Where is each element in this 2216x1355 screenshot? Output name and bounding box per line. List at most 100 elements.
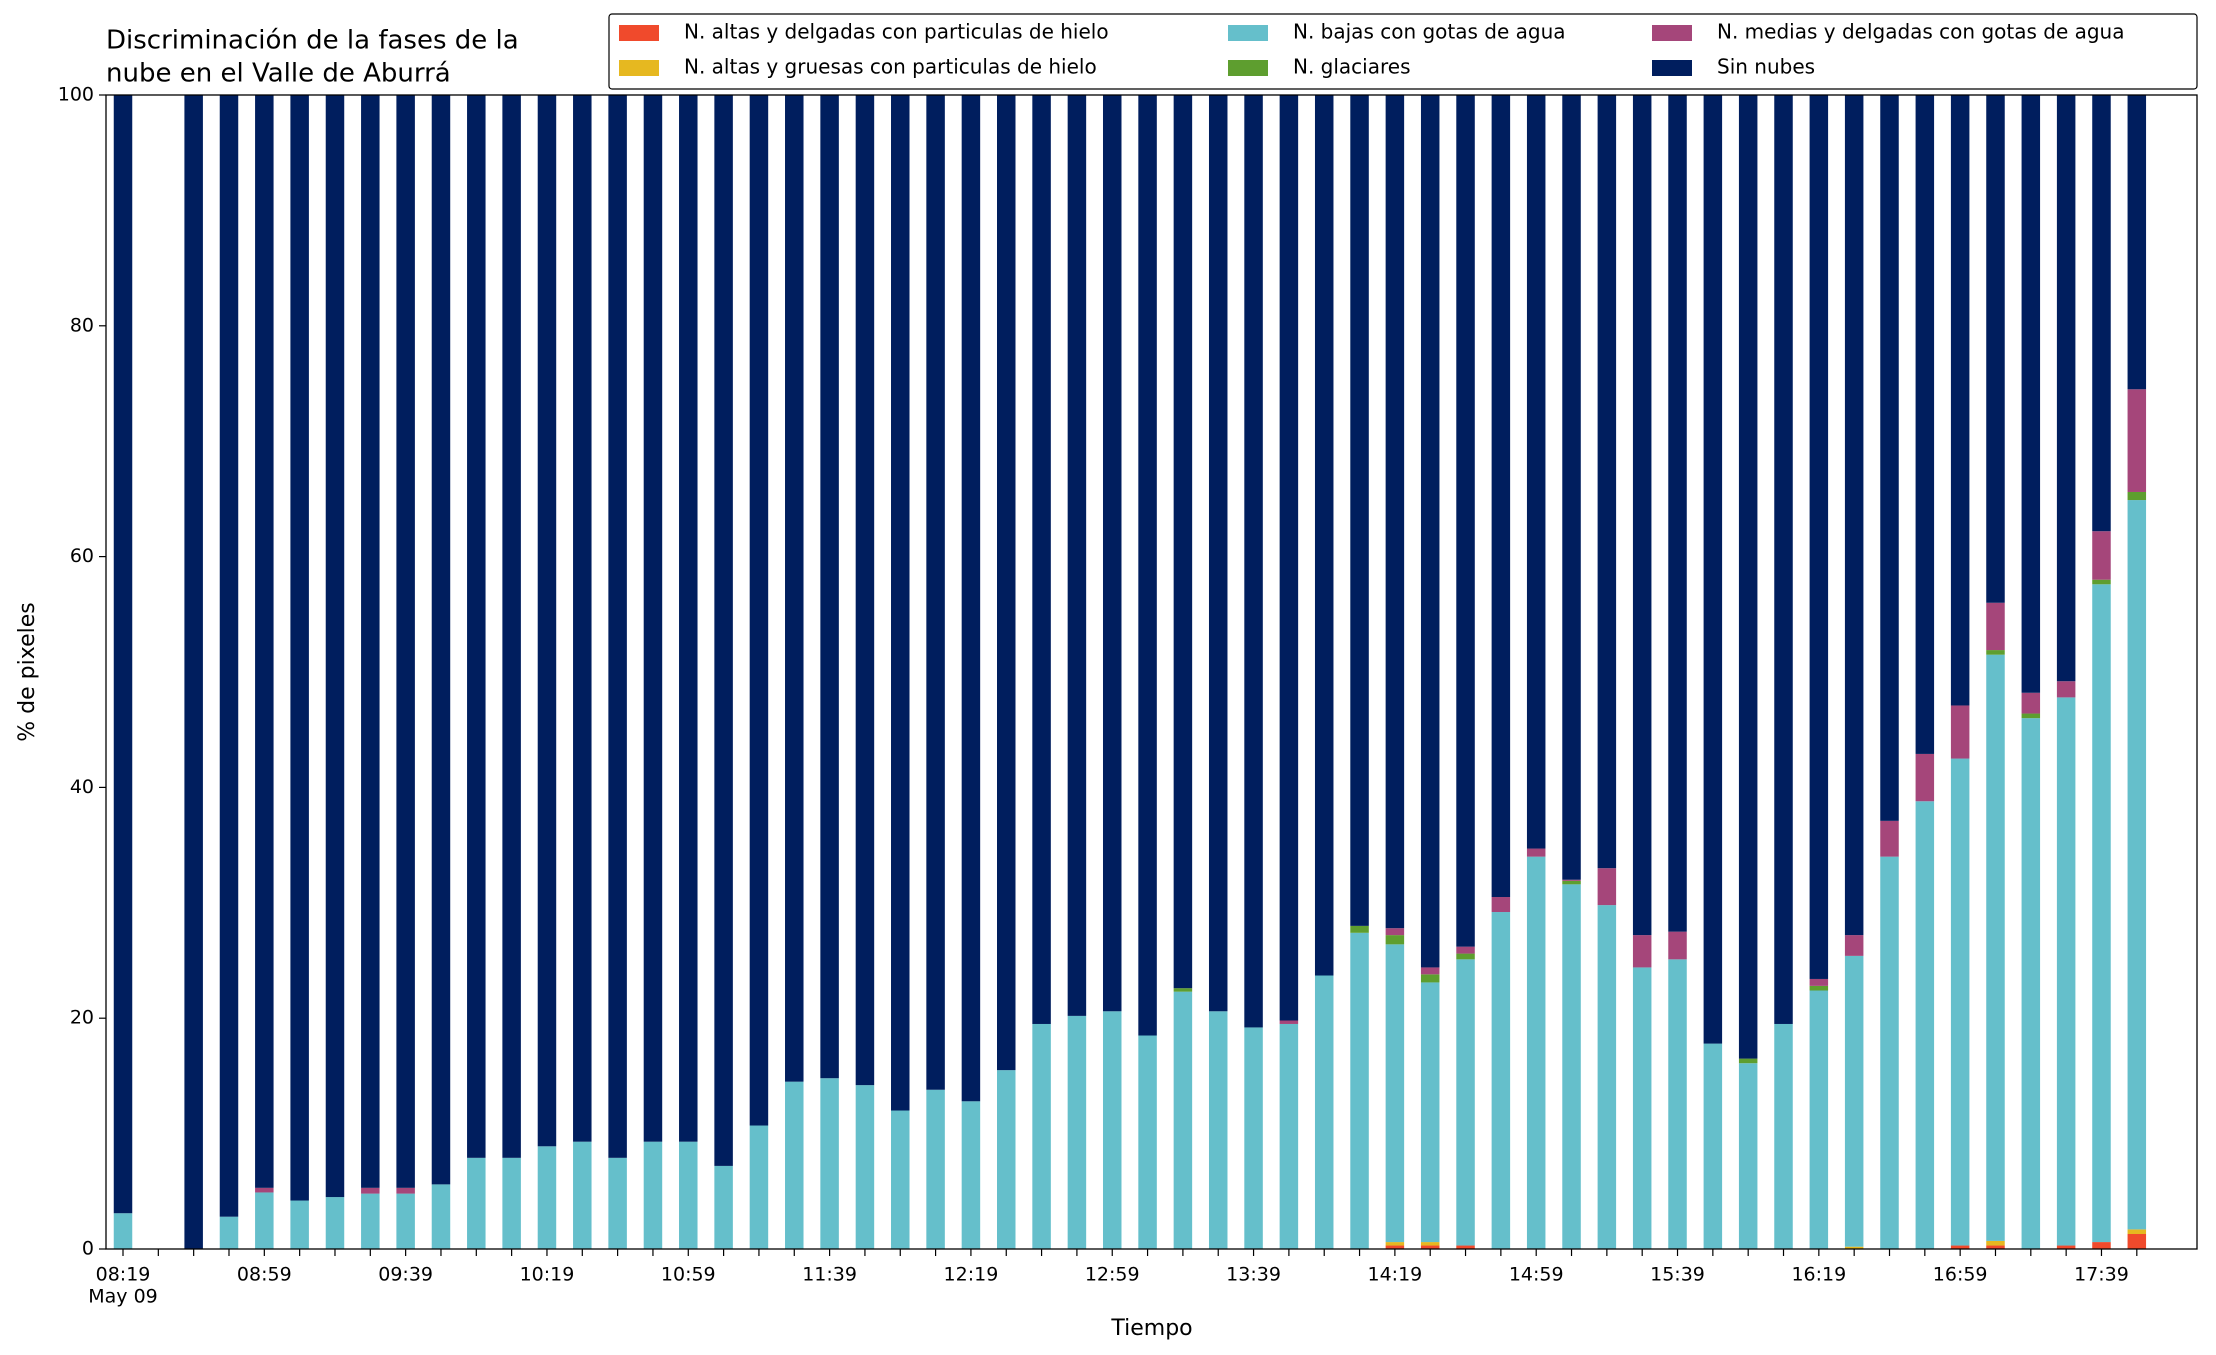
bar-segment xyxy=(1420,95,1440,968)
bar-segment xyxy=(1385,95,1405,929)
bar-segment xyxy=(1597,868,1617,906)
bar-segment xyxy=(255,1192,274,1249)
bar-segment xyxy=(1385,1242,1405,1246)
bar-segment xyxy=(1809,978,1829,986)
bar-segment xyxy=(361,1187,380,1194)
bar-segment xyxy=(431,95,451,1185)
bar-segment xyxy=(1668,95,1687,932)
bar-segment xyxy=(113,1213,133,1249)
bar-segment xyxy=(1420,974,1440,983)
bar-segment xyxy=(1774,95,1793,1024)
bar-segment xyxy=(2127,389,2147,492)
y-tick-label: 20 xyxy=(70,1007,94,1029)
bar-segment xyxy=(1032,1023,1051,1249)
bar-segment xyxy=(1385,1245,1405,1249)
bar-segment xyxy=(1491,95,1511,898)
bar-segment xyxy=(1950,95,1970,706)
bar-segment xyxy=(1102,1011,1122,1249)
bar-segment xyxy=(1350,925,1369,933)
x-tick-label: 10:19 xyxy=(520,1264,575,1286)
legend-swatch xyxy=(1228,60,1268,76)
bar-segment xyxy=(1138,95,1157,1036)
bar-segment xyxy=(679,95,698,1142)
bar-segment xyxy=(1597,905,1617,1249)
bar-segment xyxy=(749,1125,769,1249)
bar-segment xyxy=(961,95,981,1102)
bar-segment xyxy=(1632,935,1652,968)
legend-box xyxy=(608,13,2198,90)
bar-segment xyxy=(1774,1023,1793,1249)
x-tick-label: 11:39 xyxy=(802,1264,857,1286)
bar-segment xyxy=(1986,95,2005,603)
x-tick-label: 14:19 xyxy=(1367,1264,1422,1286)
y-tick-label: 40 xyxy=(70,776,94,798)
bar-segment xyxy=(2021,95,2041,693)
bar-segment xyxy=(1456,959,1475,1246)
bar-segment xyxy=(926,1089,945,1249)
bar-segment xyxy=(1738,1063,1758,1249)
x-tick-label: 17:39 xyxy=(2074,1264,2129,1286)
legend-label: N. altas y gruesas con particulas de hie… xyxy=(684,55,1097,79)
bar-segment xyxy=(926,95,945,1090)
bar-segment xyxy=(1173,95,1193,989)
y-tick-label: 60 xyxy=(70,545,94,567)
bar-segment xyxy=(431,1184,451,1249)
plot-frame xyxy=(105,94,2198,1250)
bar-segment xyxy=(325,1197,345,1249)
x-tick-label: 16:59 xyxy=(1933,1264,1988,1286)
bar-segment xyxy=(467,95,486,1158)
bar-segment xyxy=(1102,95,1122,1012)
bar-segment xyxy=(573,95,592,1142)
bar-segment xyxy=(1986,650,2005,655)
bar-segment xyxy=(1950,705,1970,759)
chart-title: Discriminación de la fases de la xyxy=(106,26,519,56)
bar-segment xyxy=(1456,1245,1475,1249)
bar-segment xyxy=(997,95,1016,1071)
bar-segment xyxy=(1244,1027,1263,1249)
bar-segment xyxy=(1526,856,1546,1249)
bar-segment xyxy=(113,95,133,1214)
bar-segment xyxy=(2021,718,2041,1249)
bar-segment xyxy=(1314,975,1334,1249)
legend-label: N. medias y delgadas con gotas de agua xyxy=(1717,20,2125,44)
legend-swatch xyxy=(619,25,659,41)
legend-swatch xyxy=(1228,25,1268,41)
bar-segment xyxy=(785,1081,804,1249)
bar-segment xyxy=(290,95,309,1201)
bar-segment xyxy=(1809,95,1829,979)
bar-segment xyxy=(1279,1020,1299,1024)
x-tick-label: 13:39 xyxy=(1226,1264,1281,1286)
bar-segment xyxy=(255,95,274,1188)
bar-segment xyxy=(1420,967,1440,975)
bar-segment xyxy=(855,95,875,1086)
bar-segment xyxy=(1491,912,1511,1249)
bar-segment xyxy=(1420,982,1440,1243)
bar-segment xyxy=(2092,584,2111,1243)
bar-segment xyxy=(1562,884,1581,1249)
x-tick-label: 12:19 xyxy=(944,1264,999,1286)
bar-segment xyxy=(573,1141,592,1249)
bar-segment xyxy=(361,95,380,1188)
bar-segment xyxy=(1632,95,1652,936)
bar-segment xyxy=(1456,946,1475,954)
bar-segment xyxy=(1844,955,1864,1247)
legend-label: N. glaciares xyxy=(1293,55,1411,79)
bar-segment xyxy=(467,1157,486,1249)
x-tick-label: 10:59 xyxy=(661,1264,716,1286)
bar-segment xyxy=(2056,95,2076,682)
bar-segment xyxy=(891,95,910,1111)
bar-segment xyxy=(1420,1245,1440,1249)
bar-segment xyxy=(1703,95,1723,1044)
bar-segment xyxy=(361,1193,380,1249)
bar-segment xyxy=(1385,935,1405,945)
bar-segment xyxy=(396,1187,415,1194)
bar-segment xyxy=(1915,95,1935,754)
bar-segment xyxy=(1279,95,1299,1021)
bar-segment xyxy=(643,1141,663,1249)
bar-segment xyxy=(1844,1246,1864,1249)
bar-segment xyxy=(820,95,839,1079)
bar-segment xyxy=(997,1070,1016,1249)
bar-segment xyxy=(2127,1229,2147,1234)
bar-segment xyxy=(1173,991,1193,1249)
bar-segment xyxy=(2092,95,2111,532)
